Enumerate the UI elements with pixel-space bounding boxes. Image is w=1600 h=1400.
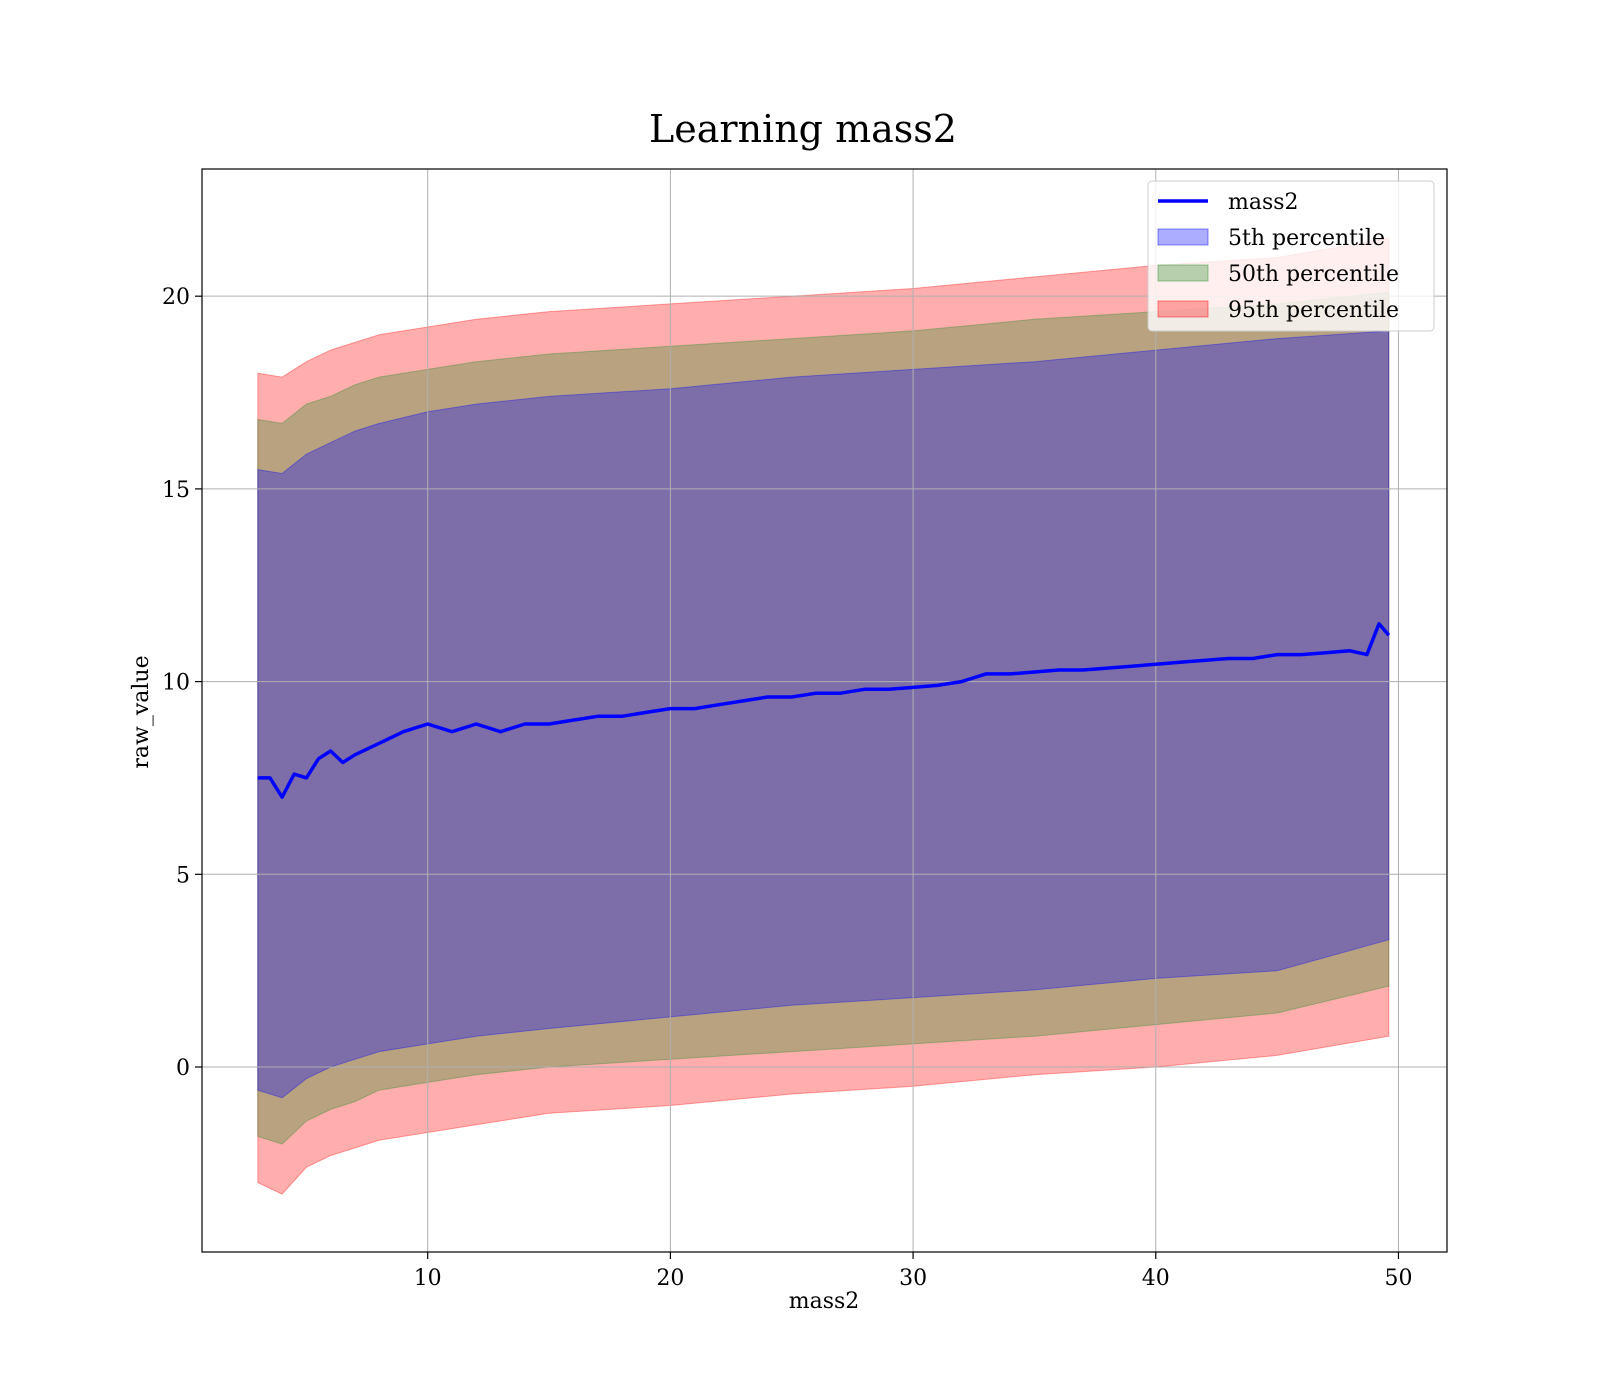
legend-patch-swatch xyxy=(1157,300,1209,318)
plot-frame xyxy=(201,168,1448,1253)
band-5th-percentile xyxy=(257,330,1390,1099)
legend-patch-swatch xyxy=(1157,264,1209,282)
y-tick-label: 0 xyxy=(176,1056,190,1081)
series-line-mass2 xyxy=(257,622,1391,799)
legend: mass2 5th percentile 50th percentile 95th p… xyxy=(1147,180,1435,332)
x-tick-label: 50 xyxy=(1384,1266,1412,1291)
y-tick-label: 20 xyxy=(162,285,190,310)
legend-box xyxy=(1147,180,1435,332)
x-tick-label: 20 xyxy=(656,1266,684,1291)
band-50th-percentile xyxy=(257,291,1390,1145)
y-tick-label: 10 xyxy=(162,671,190,696)
x-tick-label: 30 xyxy=(899,1266,927,1291)
legend-patch-swatch xyxy=(1157,228,1209,246)
legend-label: 5th percentile xyxy=(1228,226,1385,251)
band-95th-percentile xyxy=(257,237,1390,1195)
y-tick-label: 15 xyxy=(162,478,190,503)
chart-title: Learning mass2 xyxy=(649,107,957,151)
y-axis-label: raw_value xyxy=(129,655,154,768)
bands-layer xyxy=(257,237,1390,1195)
x-axis-label: mass2 xyxy=(789,1289,860,1314)
legend-label: 95th percentile xyxy=(1228,298,1399,323)
grid-layer xyxy=(202,169,1447,1252)
y-tick-label: 5 xyxy=(176,863,190,888)
line-layer xyxy=(257,622,1391,799)
legend-label: 50th percentile xyxy=(1228,262,1399,287)
legend-label: mass2 xyxy=(1228,190,1299,215)
ticks-layer: 10 20 30 40 50 0 5 10 15 20 xyxy=(162,285,1412,1291)
x-tick-label: 40 xyxy=(1142,1266,1170,1291)
x-tick-label: 10 xyxy=(414,1266,442,1291)
